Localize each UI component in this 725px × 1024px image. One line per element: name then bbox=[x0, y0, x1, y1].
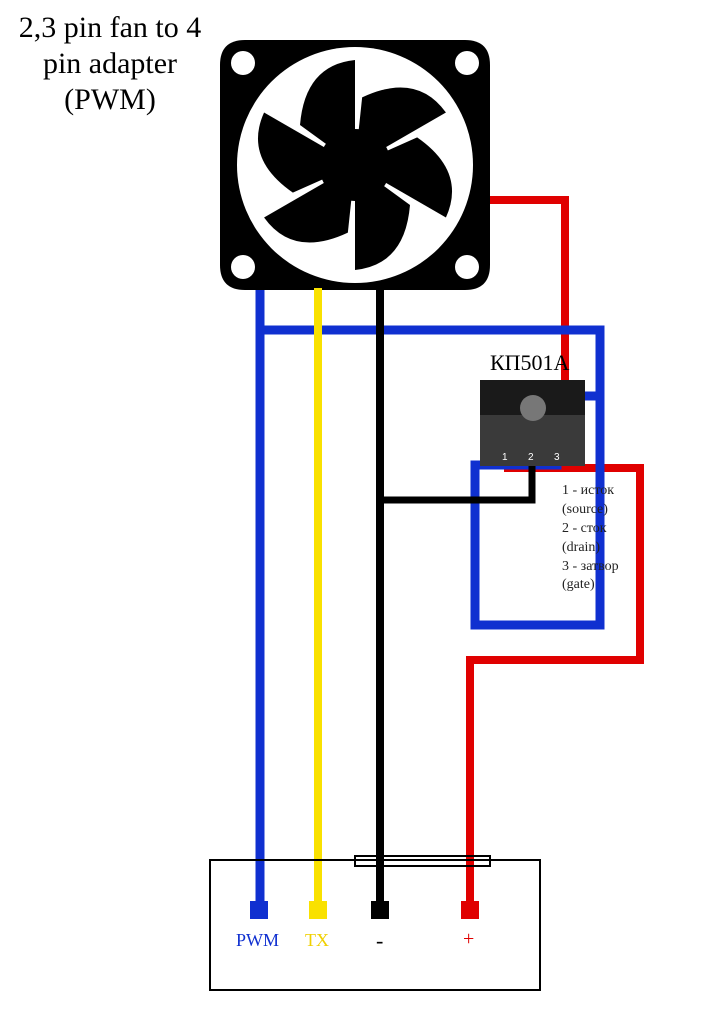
pin-label-pwm: PWM bbox=[236, 930, 279, 951]
legend-line-1b: (source) bbox=[562, 501, 652, 520]
svg-text:2: 2 bbox=[528, 452, 534, 463]
transistor-pin-legend: 1 - исток (source) 2 - сток (drain) 3 - … bbox=[562, 482, 652, 595]
pin-label-neg: - bbox=[376, 928, 383, 954]
legend-line-2: 2 - сток bbox=[562, 520, 652, 539]
transistor-icon: 1 2 3 bbox=[480, 380, 585, 466]
svg-text:1: 1 bbox=[502, 452, 508, 463]
fan-icon bbox=[220, 40, 490, 290]
legend-line-3b: (gate) bbox=[562, 576, 652, 595]
legend-line-3: 3 - затвор bbox=[562, 558, 652, 577]
legend-line-1: 1 - исток bbox=[562, 482, 652, 501]
legend-line-2b: (drain) bbox=[562, 539, 652, 558]
transistor-name: КП501А bbox=[490, 350, 569, 376]
pin-label-pos: + bbox=[463, 928, 474, 951]
svg-text:3: 3 bbox=[554, 452, 560, 463]
pin-label-tx: TX bbox=[305, 930, 329, 951]
